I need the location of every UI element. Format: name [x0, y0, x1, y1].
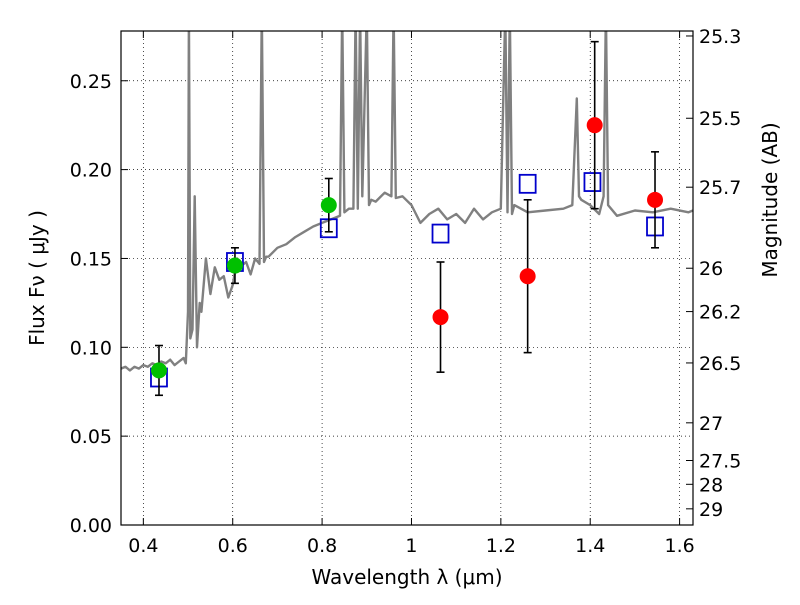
x-tick-label: 1.4 — [575, 535, 605, 557]
y-tick-label: 0.20 — [70, 160, 112, 182]
model-photometry-square — [431, 223, 450, 244]
y-tick-label: 0.00 — [70, 515, 112, 537]
x-tick-label: 1.2 — [486, 535, 516, 557]
spectrum-layer — [121, 31, 693, 372]
observed-flux-point — [432, 309, 449, 326]
ticks: 0.4 0.6 0.8 1 1.2 1.4 1.6 0.00 0.05 0.10 0.15 0.20 0… — [70, 26, 742, 557]
y-tick-label: 0.10 — [70, 337, 112, 359]
right-tick-label: 25.5 — [699, 108, 741, 130]
y-tick-label: 0.15 — [70, 248, 112, 270]
y-axis-title: Flux Fν ( μJy ) — [25, 210, 49, 346]
y-tick-label: 0.05 — [70, 426, 112, 448]
observed-flux-point — [150, 362, 167, 379]
right-tick-label: 29 — [699, 499, 723, 521]
observed-flux-point — [519, 268, 536, 285]
model-photometry-square — [518, 173, 537, 194]
right-tick-label: 25.3 — [699, 26, 741, 48]
observed-flux-point — [320, 197, 337, 214]
x-tick-label: 0.6 — [218, 535, 248, 557]
x-tick-label: 1 — [405, 535, 417, 557]
right-tick-label: 26.2 — [699, 302, 741, 324]
plot-frame — [120, 30, 694, 526]
x-tick-label: 0.8 — [307, 535, 337, 557]
x-tick-label: 1.6 — [664, 535, 694, 557]
spectrum-line — [121, 31, 693, 372]
right-tick-label: 27.5 — [699, 450, 741, 472]
x-axis-title: Wavelength λ (μm) — [311, 565, 502, 589]
marker-layer — [150, 40, 664, 397]
observed-flux-point — [586, 117, 603, 134]
y-tick-label: 0.25 — [70, 71, 112, 93]
right-axis-title: Magnitude (AB) — [758, 122, 782, 277]
x-tick-label: 0.4 — [128, 535, 158, 557]
observed-flux-point — [226, 257, 243, 274]
right-tick-label: 28 — [699, 474, 723, 496]
model-photometry-square — [583, 172, 602, 192]
observed-flux-point — [647, 191, 664, 208]
right-tick-label: 26.5 — [699, 353, 741, 375]
right-tick-label: 27 — [699, 413, 723, 435]
right-tick-label: 26 — [699, 258, 723, 280]
right-tick-label: 25.7 — [699, 177, 741, 199]
